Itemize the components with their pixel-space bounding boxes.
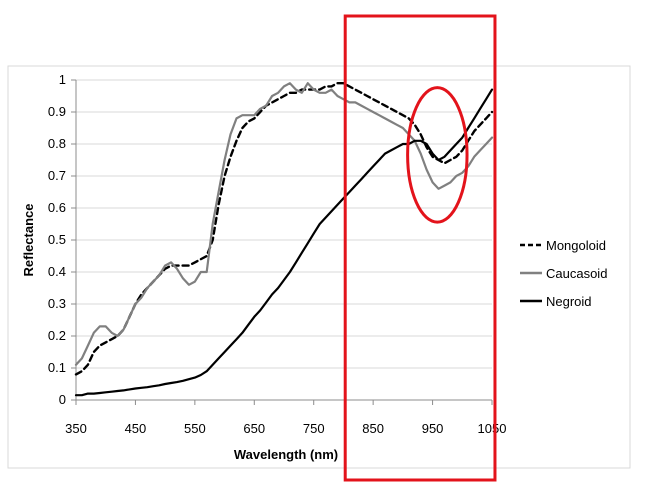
y-tick-label: 0.2 [48,328,66,343]
series-line-caucasoid [74,82,494,366]
x-tick-label: 550 [184,421,206,436]
legend-label-mongoloid: Mongoloid [546,238,606,253]
y-axis-title: Reflectance [21,204,36,277]
series-lines [74,82,494,397]
x-tick-label: 750 [303,421,325,436]
y-tick-label: 0.6 [48,200,66,215]
y-tick-label: 0.5 [48,232,66,247]
highlight-rectangle [343,14,497,482]
legend: Mongoloid Caucasoid Negroid [520,238,607,309]
y-tick-label: 0.1 [48,360,66,375]
gridlines [76,79,492,401]
legend-label-caucasoid: Caucasoid [546,266,607,281]
x-tick-label: 450 [125,421,147,436]
x-tick-label: 850 [362,421,384,436]
x-tick-label: 350 [65,421,87,436]
y-tick-label: 0 [59,392,66,407]
x-tick-label: 650 [243,421,265,436]
y-tick-label: 1 [59,72,66,87]
x-tick-label: 1050 [478,421,507,436]
legend-label-negroid: Negroid [546,294,592,309]
chart-area-border [7,65,631,469]
y-tick-label: 0.3 [48,296,66,311]
x-axis-title: Wavelength (nm) [234,447,338,462]
y-tick-label: 0.9 [48,104,66,119]
y-tick-label: 0.7 [48,168,66,183]
annotations [343,14,497,482]
y-tick-label: 0.8 [48,136,66,151]
y-tick-label: 0.4 [48,264,66,279]
x-tick-label: 950 [422,421,444,436]
highlight-ellipse [406,86,469,224]
axes: 0 0.1 0.2 0.3 0.4 0.5 0.6 0.7 0.8 0.9 1 350 450 550 65… [48,72,507,436]
series-line-negroid [74,88,494,397]
